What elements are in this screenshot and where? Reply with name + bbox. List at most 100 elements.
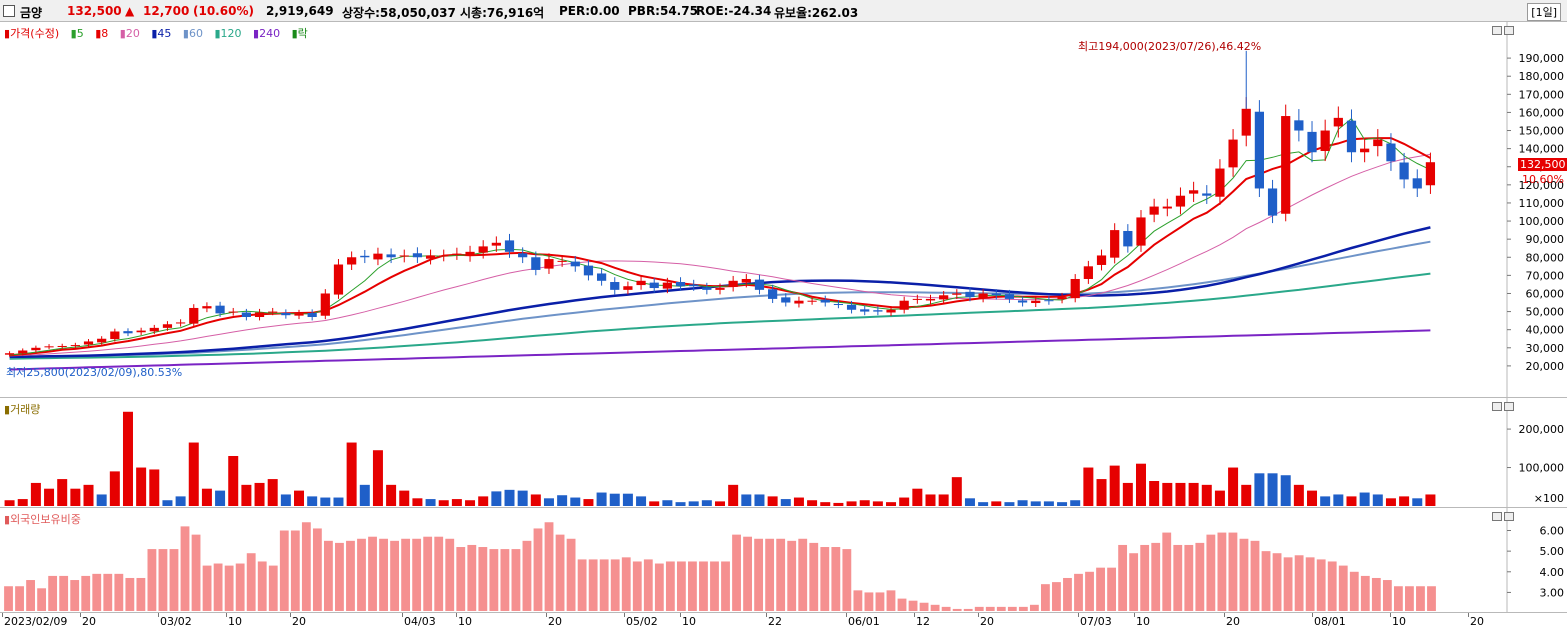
candle-body [97,338,107,343]
foreign-bar [1261,551,1271,611]
foreign-bar [224,565,234,611]
foreign-bar [985,606,995,611]
candle-body [189,307,199,324]
candle-body [952,293,962,295]
x-tick [1468,613,1469,617]
volume-bar [1030,501,1041,506]
legend-ma8: ▮8 [95,27,109,40]
minimize-icon[interactable] [1492,26,1502,35]
legend-price-label: 가격(수정) [10,27,60,40]
candle-body [215,305,225,314]
x-tick [1078,613,1079,617]
candle [399,249,409,263]
volume-chart[interactable]: 200,000 100,000 ×100 [0,398,1567,507]
foreign-bar [599,559,609,611]
candle-body [360,255,370,258]
candle-body [1281,116,1291,214]
x-tick-label: 08/01 [1314,615,1346,628]
foreign-bar [26,580,35,611]
candle-body [1254,111,1264,189]
candle [636,275,646,290]
foreign-chart[interactable]: 6.00 5.00 4.00 3.00 [0,508,1567,612]
candle-body [610,282,620,290]
foreign-bar [853,590,863,611]
candle [596,268,607,286]
volume-close-icon[interactable] [1504,402,1514,411]
foreign-pane: 6.00 5.00 4.00 3.00 ▮외국인보유비중 [0,508,1567,612]
foreign-bar [1063,577,1072,611]
candle [281,309,291,319]
foreign-bar [335,542,344,611]
foreign-bar [787,540,797,611]
volume-bar [491,491,502,506]
candle [1096,249,1107,271]
foreign-bar [665,561,675,611]
x-tick [978,613,979,617]
candle-body [1215,168,1225,197]
volume-bar [583,499,594,506]
volume-bar [1346,496,1357,506]
foreign-bar [390,540,400,611]
candle-body [373,253,383,260]
foreign-bar [577,559,587,611]
candle-body [347,257,357,265]
candle-body [899,300,909,310]
price-chart[interactable]: 190,000 180,000 170,000 160,000 150,000 140,0… [0,22,1567,397]
foreign-tick-label: 3.00 [1540,586,1565,599]
volume-bar [1228,467,1239,506]
x-tick-label: 2023/02/09 [4,615,68,628]
candle-body [794,300,804,304]
foreign-bar [1283,557,1293,611]
candle-body [596,273,607,281]
candle-body [176,322,186,324]
volume-bar [899,497,910,506]
foreign-bar [1074,573,1083,611]
candle [504,233,515,258]
foreign-bar [1029,604,1039,611]
candle [939,291,949,304]
foreign-bar [555,534,565,611]
legend-ma45-label: 45 [157,27,172,40]
volume-bar [17,499,28,506]
candle [557,255,567,267]
volume-bar [872,501,883,506]
candle-body [110,331,120,340]
foreign-bar [919,602,929,611]
price-tick-label: 150,000 [1519,125,1565,138]
candle [807,296,817,305]
candle [228,307,238,316]
candle [373,247,383,266]
x-tick-label: 10 [1136,615,1150,628]
volume-bar [465,500,476,506]
foreign-bar [70,580,80,611]
x-tick-label: 20 [292,615,306,628]
close-icon[interactable] [1504,26,1514,35]
x-tick-label: 10 [458,615,472,628]
foreign-bar [92,573,102,611]
foreign-bar [963,608,973,611]
candle-body [728,280,738,287]
select-checkbox[interactable] [3,5,15,17]
volume-minimize-icon[interactable] [1492,402,1502,411]
price-tick-label: 60,000 [1526,287,1565,300]
x-tick-label: 20 [980,615,994,628]
volume-bar [267,479,278,506]
candle [794,296,804,308]
last-pct-tag: 10.60% [1522,173,1564,186]
foreign-bar [1206,534,1216,611]
foreign-bar [1162,532,1172,611]
foreign-bar [1096,567,1105,611]
foreign-close-icon[interactable] [1504,512,1514,521]
volume-bar [951,477,962,506]
volume-bar [912,488,923,506]
high-annotation: 최고194,000(2023/07/26),46.42% [1078,40,1262,53]
candle-body [70,345,80,347]
foreign-bar [1338,565,1348,611]
candle [97,336,107,345]
volume-bar [96,494,107,506]
candle-body [254,312,265,318]
foreign-minimize-icon[interactable] [1492,512,1502,521]
volume-bar [1267,473,1278,506]
legend-drop-label: 락 [297,27,308,40]
period-selector[interactable]: [1일] [1527,3,1561,21]
